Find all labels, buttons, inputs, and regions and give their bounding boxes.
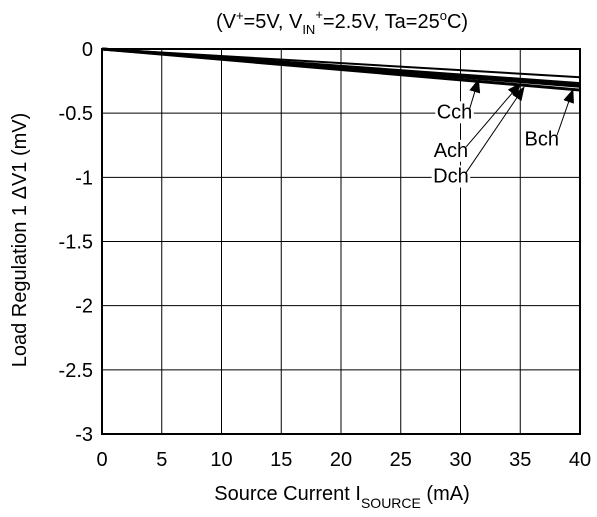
x-tick-label: 0 [96,449,107,471]
annotation-label-bg [522,128,562,151]
annotation-arrow [469,78,481,109]
title-part: IN [302,22,315,37]
title-part: =2.5V, Ta=25 [323,11,440,33]
series-line [101,47,581,92]
annotation-label: Bch [525,128,559,150]
x-axis-label: Source Current ISOURCE (mA) [214,483,470,511]
chart-title: (V+=5V, VIN+=2.5V, Ta=25oC) [216,7,468,37]
x-label-sub: SOURCE [361,495,421,511]
x-tick-label: 25 [390,449,412,471]
y-tick-label: 0 [82,39,93,61]
annotation-label: Cch [437,101,473,123]
title-part: + [315,7,323,22]
annotation-arrow [556,88,574,136]
y-tick-label: -1.5 [59,232,93,254]
series-lines [101,47,581,92]
title-part: C) [447,11,468,33]
title-part: (V [216,11,237,33]
annotation-label-bg [431,139,471,162]
y-tick-label: -2.5 [59,360,93,382]
x-label-unit: (mA) [421,483,470,505]
tick-labels: 0 5 10 15 20 25 30 35 40 0 -0.5 -1 -1.5 -2 -2.5 -3 [59,39,592,471]
y-tick-label: -2 [75,296,93,318]
plot-frame [101,48,581,435]
annotations: Cch Ach Dch Bch [431,78,574,188]
x-tick-label: 20 [330,449,352,471]
annotation-label: Dch [433,165,469,187]
x-label-main: Source Current I [214,483,361,505]
y-tick-label: -0.5 [59,103,93,125]
x-tick-label: 5 [156,449,167,471]
annotation-label-bg [431,165,471,188]
title-part: + [236,8,244,23]
x-tick-label: 15 [270,449,292,471]
title-part: o [440,8,447,23]
grid [102,49,580,434]
title-part: =5V, V [244,11,303,33]
y-tick-label: -3 [75,424,93,446]
annotation-arrow [465,82,522,148]
x-tick-label: 30 [449,449,471,471]
x-tick-label: 10 [210,449,232,471]
y-tick-label: -1 [75,167,93,189]
annotation-arrow [465,86,525,173]
x-tick-label: 35 [509,449,531,471]
annotation-label-bg [435,101,474,124]
x-tick-label: 40 [569,449,591,471]
y-axis-label: Load Regulation 1 ΔV1 (mV) [9,113,31,368]
annotation-label: Ach [434,140,468,162]
